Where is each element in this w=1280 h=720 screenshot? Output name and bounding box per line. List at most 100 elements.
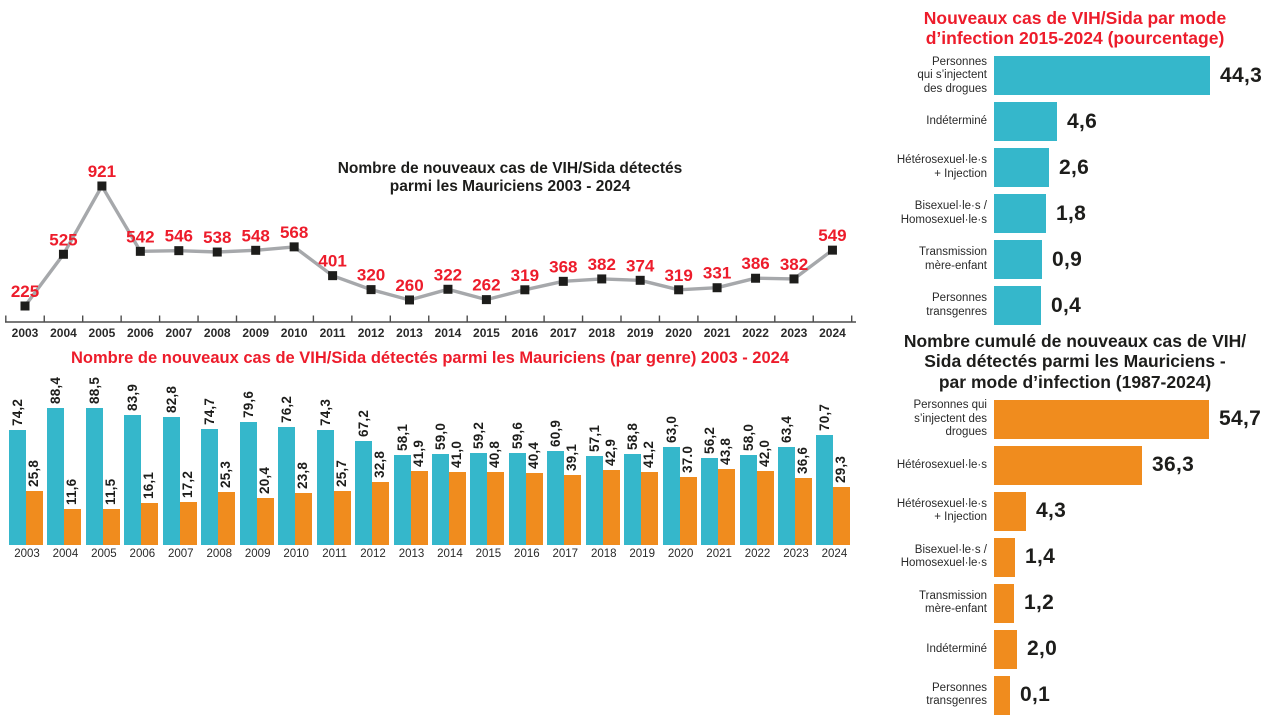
point-value-label: 331	[703, 264, 731, 283]
data-point-marker	[135, 246, 145, 256]
series2-value-label: 43,8	[718, 437, 734, 465]
year-tick-label: 2006	[129, 548, 156, 560]
series1-value-label: 63,0	[663, 415, 679, 443]
hbar-row: Bisexuel·le·s / Homosexuel·le·s 1,8	[870, 191, 1280, 237]
series1-value-label: 58,8	[625, 422, 641, 450]
series2-bar	[679, 477, 697, 545]
series2-bar	[102, 509, 120, 545]
year-tick-label: 2012	[360, 548, 386, 560]
hbar	[994, 194, 1046, 234]
hbar-value-label: 4,3	[1036, 499, 1067, 523]
hbar-row: Indéterminé 2,0	[870, 626, 1280, 672]
series1-bar	[701, 458, 719, 545]
hbar	[994, 286, 1041, 326]
hbar-value-label: 2,6	[1059, 155, 1090, 179]
left-column: Nombre de nouveaux cas de VIH/Sida détec…	[5, 160, 856, 560]
series2-bar	[256, 498, 274, 545]
bar-group: 88,4 11,6 2004	[46, 377, 84, 560]
bar-group: 57,1 42,9 2018	[585, 388, 623, 560]
hbar-row: Hétérosexuel·le·s + Injection 2,6	[870, 145, 1280, 191]
year-tick-label: 2016	[511, 326, 538, 340]
data-point-marker	[289, 242, 299, 252]
hbar-row: Hétérosexuel·le·s 36,3	[870, 442, 1280, 488]
series1-bar	[316, 430, 334, 545]
point-value-label: 320	[357, 266, 385, 285]
series1-value-label: 79,6	[240, 390, 256, 418]
series1-value-label: 88,4	[48, 376, 64, 404]
year-tick-label: 2014	[437, 548, 463, 560]
point-value-label: 262	[472, 276, 500, 295]
point-value-label: 568	[280, 223, 308, 242]
point-value-label: 319	[511, 266, 539, 285]
series2-bar	[487, 472, 505, 545]
gender-chart-title: Nombre de nouveaux cas de VIH/Sida détec…	[70, 349, 790, 367]
series1-value-label: 63,4	[779, 415, 794, 443]
series1-bar	[739, 455, 757, 545]
hbar-row: Transmission mère-enfant 0,9	[870, 237, 1280, 283]
hbar-category-label: Transmission mère-enfant	[919, 589, 987, 616]
series2-value-label: 40,8	[487, 440, 503, 468]
series2-value-label: 36,6	[795, 446, 810, 474]
series2-bar	[833, 487, 851, 545]
point-value-label: 921	[88, 162, 116, 181]
bar-group: 59,6 40,4 2016	[508, 388, 546, 560]
year-tick-label: 2011	[320, 326, 346, 340]
series2-bar	[26, 491, 43, 545]
year-tick-label: 2020	[665, 326, 692, 340]
infection-mode-cumulative-chart: Personnes qui s’injectent des drogues 54,…	[870, 396, 1280, 718]
data-point-marker	[58, 249, 68, 259]
hbar-category-label: Personnes transgenres	[926, 292, 987, 318]
series1-bar	[585, 456, 603, 545]
hbar-value-label: 1,4	[1025, 545, 1056, 569]
hbar	[994, 148, 1049, 188]
data-point-marker	[789, 274, 799, 284]
series2-value-label: 41,9	[410, 439, 426, 467]
year-tick-label: 2013	[398, 548, 425, 560]
bar-group: 82,8 17,2 2007	[162, 386, 200, 560]
year-tick-label: 2009	[244, 548, 271, 560]
series2-value-label: 20,4	[256, 466, 272, 494]
series1-bar	[355, 441, 373, 545]
hbar	[994, 240, 1042, 280]
data-point-marker	[174, 246, 184, 256]
series1-value-label: 58,1	[394, 423, 410, 451]
year-tick-label: 2021	[706, 548, 732, 560]
year-tick-label: 2015	[475, 548, 502, 560]
series2-bar	[410, 471, 428, 545]
bar-group: 79,6 20,4 2009	[239, 388, 277, 560]
point-value-label: 225	[11, 282, 39, 301]
point-value-label: 368	[549, 257, 577, 276]
series2-value-label: 39,1	[564, 443, 580, 471]
bar-group: 63,4 36,6 2023	[777, 388, 815, 560]
series2-bar	[756, 471, 774, 545]
series2-value-label: 11,5	[102, 478, 118, 505]
series1-value-label: 59,0	[432, 422, 448, 450]
hbar-row: Hétérosexuel·le·s + Injection 4,3	[870, 488, 1280, 534]
hbar-value-label: 0,9	[1052, 247, 1083, 271]
infection-mode-recent-chart: Personnes qui s’injectent des drogues 44,…	[870, 53, 1280, 329]
hbar-row: Personnes transgenres 0,1	[870, 672, 1280, 718]
data-point-marker	[558, 276, 568, 286]
point-value-label: 549	[818, 226, 846, 245]
hbar-row: Indéterminé 4,6	[870, 99, 1280, 145]
hbar-value-label: 36,3	[1152, 453, 1195, 477]
series2-value-label: 32,8	[372, 450, 388, 478]
point-value-label: 319	[664, 266, 692, 285]
hbar-value-label: 2,0	[1027, 637, 1058, 661]
hbar	[994, 629, 1017, 669]
series2-bar	[333, 491, 351, 545]
year-tick-label: 2011	[322, 548, 347, 560]
series1-bar	[778, 447, 795, 545]
bar-group: 60,9 39,1 2017	[546, 388, 584, 560]
hbar-value-label: 0,1	[1020, 683, 1051, 707]
data-point-marker	[674, 285, 684, 295]
year-tick-label: 2010	[283, 548, 309, 560]
series1-bar	[816, 435, 834, 545]
series1-bar	[85, 408, 103, 545]
hbar-value-label: 1,8	[1056, 201, 1087, 225]
year-tick-label: 2005	[89, 326, 116, 340]
year-tick-label: 2024	[819, 326, 846, 340]
hbar-row: Personnes transgenres 0,4	[870, 283, 1280, 329]
point-value-label: 382	[588, 255, 616, 274]
series2-value-label: 41,2	[641, 440, 657, 468]
